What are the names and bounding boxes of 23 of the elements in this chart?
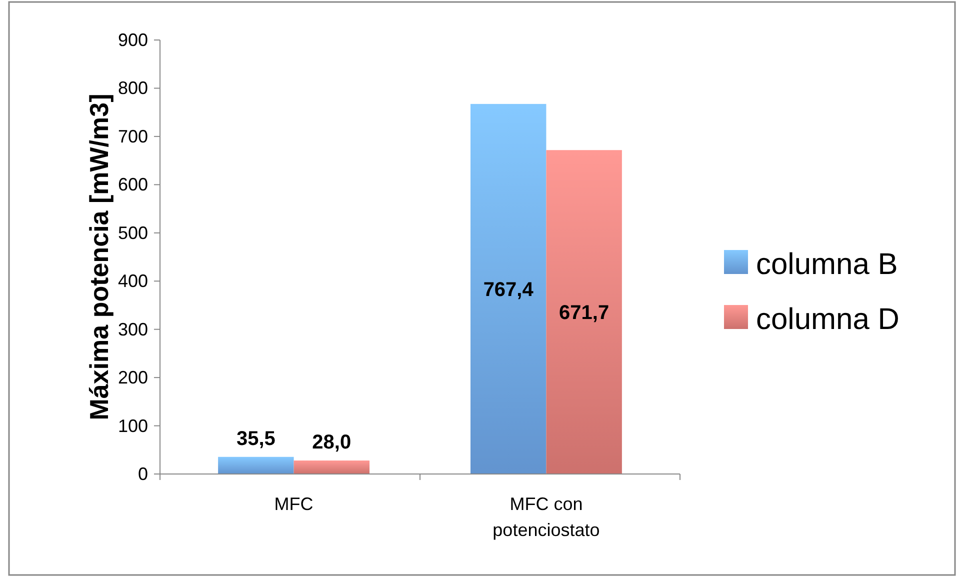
legend-label: columna D xyxy=(756,303,900,336)
legend-label: columna B xyxy=(756,248,898,281)
data-label: 671,7 xyxy=(559,302,610,324)
data-label: 28,0 xyxy=(312,432,352,454)
x-tick-label: MFC xyxy=(274,494,314,514)
data-label: 767,4 xyxy=(483,278,534,301)
y-tick-label: 600 xyxy=(118,174,148,195)
bar xyxy=(294,460,370,474)
bar xyxy=(546,150,622,474)
y-tick-label: 800 xyxy=(118,78,148,98)
y-tick-label: 200 xyxy=(118,368,148,388)
y-tick-label: 100 xyxy=(118,416,148,436)
y-tick-label: 400 xyxy=(118,271,148,292)
bar xyxy=(470,104,546,474)
y-tick-label: 0 xyxy=(138,464,148,484)
y-axis-title: Máxima potencia [mW/m3] xyxy=(84,94,114,420)
bar xyxy=(218,456,294,474)
y-tick-label: 300 xyxy=(118,319,148,340)
x-tick-label: MFC con potenciostato xyxy=(492,494,600,540)
y-tick-label: 500 xyxy=(118,222,148,243)
y-tick-label: 700 xyxy=(118,126,148,146)
y-tick-label: 900 xyxy=(118,30,148,50)
data-label: 35,5 xyxy=(236,428,276,450)
